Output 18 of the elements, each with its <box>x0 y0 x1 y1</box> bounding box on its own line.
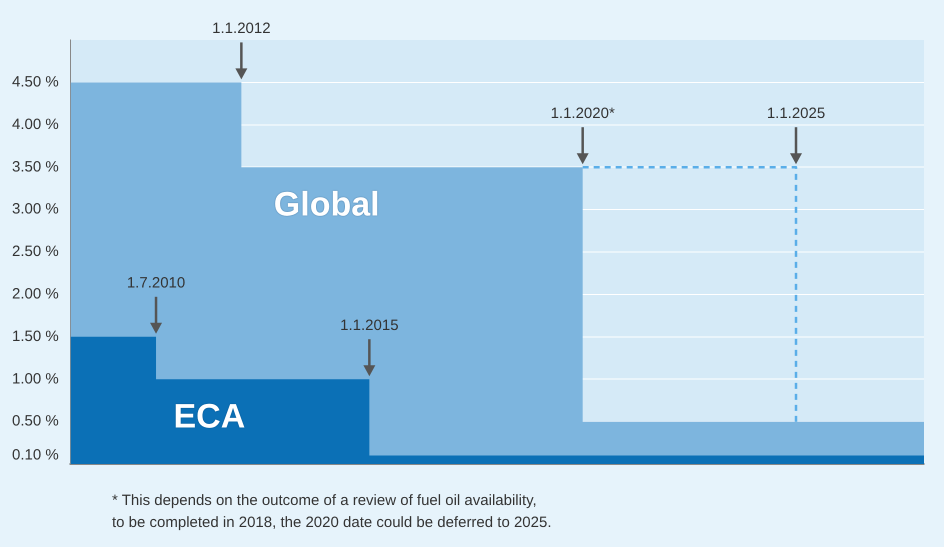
y-tick-label: 0.10 % <box>12 446 59 464</box>
series-label: Global <box>274 186 380 224</box>
annotation: 1.7.2010 <box>126 274 186 292</box>
y-tick-label: 0.50 % <box>12 412 59 430</box>
y-tick-label: 3.00 % <box>12 200 59 218</box>
y-tick-label: 1.50 % <box>12 328 59 345</box>
text: * This depends on the outcome of a review of fuel oil availability, to be completed in 2018, the 2020 date could be deferred to 2025. <box>112 491 552 533</box>
y-tick-label: 1.00 % <box>12 370 59 388</box>
text: 1.1.2012 <box>212 20 271 38</box>
y-tick-label: 4.50 % <box>12 74 59 91</box>
series-label: ECA <box>173 398 246 436</box>
y-tick-label: 4.00 % <box>12 116 59 133</box>
y-tick-label: 3.50 % <box>12 158 59 176</box>
annotation: 1.1.2015 <box>340 316 399 334</box>
y-tick-label: 2.00 % <box>12 286 59 303</box>
annotation: 1.1.2020* <box>550 104 615 122</box>
annotation: 1.1.2025 <box>766 104 826 122</box>
y-tick-label: 2.50 % <box>12 243 59 260</box>
